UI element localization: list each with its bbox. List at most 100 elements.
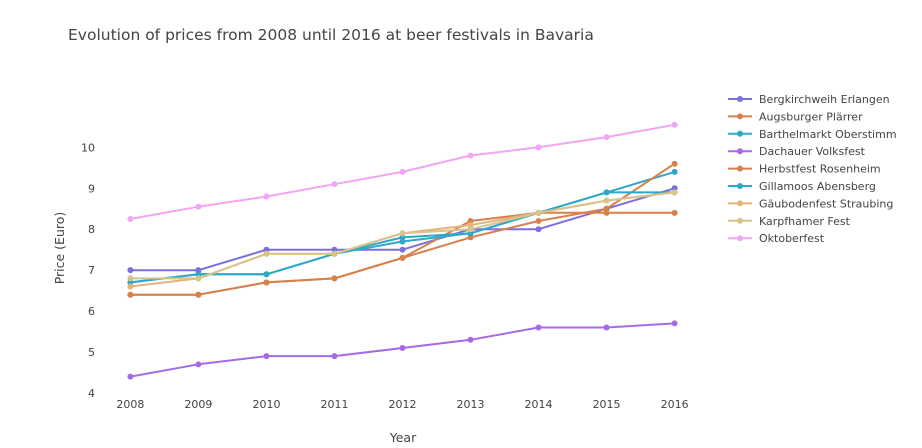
legend-item[interactable]: Bergkirchweih Erlangen (728, 93, 890, 106)
data-point[interactable] (127, 267, 134, 274)
data-point[interactable] (671, 121, 678, 128)
data-point[interactable] (331, 275, 338, 282)
legend-item[interactable]: Gillamoos Abensberg (728, 180, 876, 193)
series-1[interactable] (127, 209, 678, 298)
data-point[interactable] (263, 353, 270, 360)
legend-swatch-marker (737, 183, 743, 189)
data-point[interactable] (127, 275, 134, 282)
y-axis-title: Price (Euro) (52, 212, 67, 285)
legend-item[interactable]: Dachauer Volksfest (728, 145, 866, 158)
legend-label: Dachauer Volksfest (759, 145, 866, 158)
y-axis: 4 5 6 7 8 9 10 (81, 141, 95, 400)
x-tick-label: 2011 (320, 398, 348, 411)
series-7[interactable] (127, 189, 678, 282)
series-8[interactable] (127, 121, 678, 222)
y-tick-label: 7 (88, 264, 95, 277)
series-4[interactable] (127, 160, 678, 298)
data-point[interactable] (195, 203, 202, 210)
chart-title: Evolution of prices from 2008 until 2016… (68, 26, 594, 44)
data-point[interactable] (195, 291, 202, 298)
legend-label: Gillamoos Abensberg (759, 180, 876, 193)
legend-item[interactable]: Herbstfest Rosenheim (728, 163, 881, 176)
data-point[interactable] (195, 361, 202, 368)
data-point[interactable] (399, 230, 406, 237)
legend-item[interactable]: Oktoberfest (728, 232, 825, 245)
legend-swatch-marker (737, 130, 743, 137)
data-point[interactable] (127, 283, 134, 290)
series-3[interactable] (127, 320, 678, 380)
y-tick-label: 5 (88, 346, 95, 359)
data-point[interactable] (331, 353, 338, 360)
data-point[interactable] (399, 246, 406, 253)
data-point[interactable] (263, 271, 270, 278)
data-point[interactable] (127, 373, 134, 380)
data-point[interactable] (263, 279, 270, 286)
legend-swatch-marker (737, 113, 743, 120)
data-point[interactable] (535, 144, 542, 151)
data-point[interactable] (467, 226, 474, 233)
data-point[interactable] (467, 336, 474, 343)
legend-item[interactable]: Karpfhamer Fest (728, 215, 851, 228)
legend-item[interactable]: Augsburger Plärrer (728, 110, 863, 123)
series-5[interactable] (127, 189, 678, 286)
legend-label: Oktoberfest (759, 232, 825, 245)
data-point[interactable] (263, 193, 270, 200)
data-point[interactable] (535, 324, 542, 331)
y-tick-label: 8 (88, 223, 95, 236)
data-point[interactable] (195, 275, 202, 282)
x-tick-label: 2012 (389, 398, 417, 411)
data-point[interactable] (399, 254, 406, 261)
legend-label: Karpfhamer Fest (759, 215, 851, 228)
data-point[interactable] (671, 189, 678, 196)
series-line[interactable] (130, 211, 675, 296)
data-point[interactable] (127, 291, 134, 298)
plot-area (127, 121, 678, 380)
y-tick-label: 4 (88, 387, 95, 400)
y-tick-label: 10 (81, 141, 95, 154)
data-point[interactable] (671, 160, 678, 167)
legend-label: Augsburger Plärrer (759, 110, 863, 123)
x-axis-title: Year (389, 430, 417, 445)
data-point[interactable] (331, 181, 338, 188)
legend-swatch-marker (737, 148, 743, 155)
data-point[interactable] (535, 226, 542, 233)
data-point[interactable] (263, 250, 270, 257)
data-point[interactable] (671, 320, 678, 327)
y-tick-label: 9 (88, 182, 95, 195)
data-point[interactable] (535, 209, 542, 216)
data-point[interactable] (671, 168, 678, 175)
data-point[interactable] (671, 209, 678, 216)
data-point[interactable] (603, 134, 610, 141)
data-point[interactable] (399, 168, 406, 175)
legend-swatch-marker (737, 165, 743, 172)
x-tick-label: 2009 (184, 398, 212, 411)
legend-item[interactable]: Gäubodenfest Straubing (728, 197, 893, 210)
legend-label: Bergkirchweih Erlangen (759, 93, 890, 106)
x-tick-label: 2016 (661, 398, 689, 411)
data-point[interactable] (399, 344, 406, 351)
x-tick-label: 2010 (252, 398, 280, 411)
legend-swatch-marker (737, 235, 743, 242)
x-tick-label: 2008 (116, 398, 144, 411)
legend-item[interactable]: Barthelmarkt Oberstimm (728, 128, 897, 141)
legend[interactable]: Bergkirchweih Erlangen Augsburger Plärrer… (728, 93, 897, 245)
data-point[interactable] (127, 215, 134, 222)
data-point[interactable] (535, 218, 542, 225)
legend-swatch-marker (737, 96, 743, 102)
legend-label: Gäubodenfest Straubing (759, 197, 893, 210)
legend-label: Herbstfest Rosenheim (759, 163, 881, 176)
data-point[interactable] (467, 152, 474, 159)
x-tick-label: 2015 (593, 398, 621, 411)
data-point[interactable] (603, 197, 610, 204)
y-tick-label: 6 (88, 305, 95, 318)
data-point[interactable] (603, 205, 610, 212)
legend-label: Barthelmarkt Oberstimm (759, 128, 897, 141)
x-tick-label: 2014 (525, 398, 553, 411)
legend-swatch-marker (737, 217, 743, 224)
data-point[interactable] (603, 324, 610, 331)
data-point[interactable] (331, 250, 338, 257)
data-point[interactable] (603, 189, 610, 196)
series-2[interactable] (127, 168, 678, 286)
